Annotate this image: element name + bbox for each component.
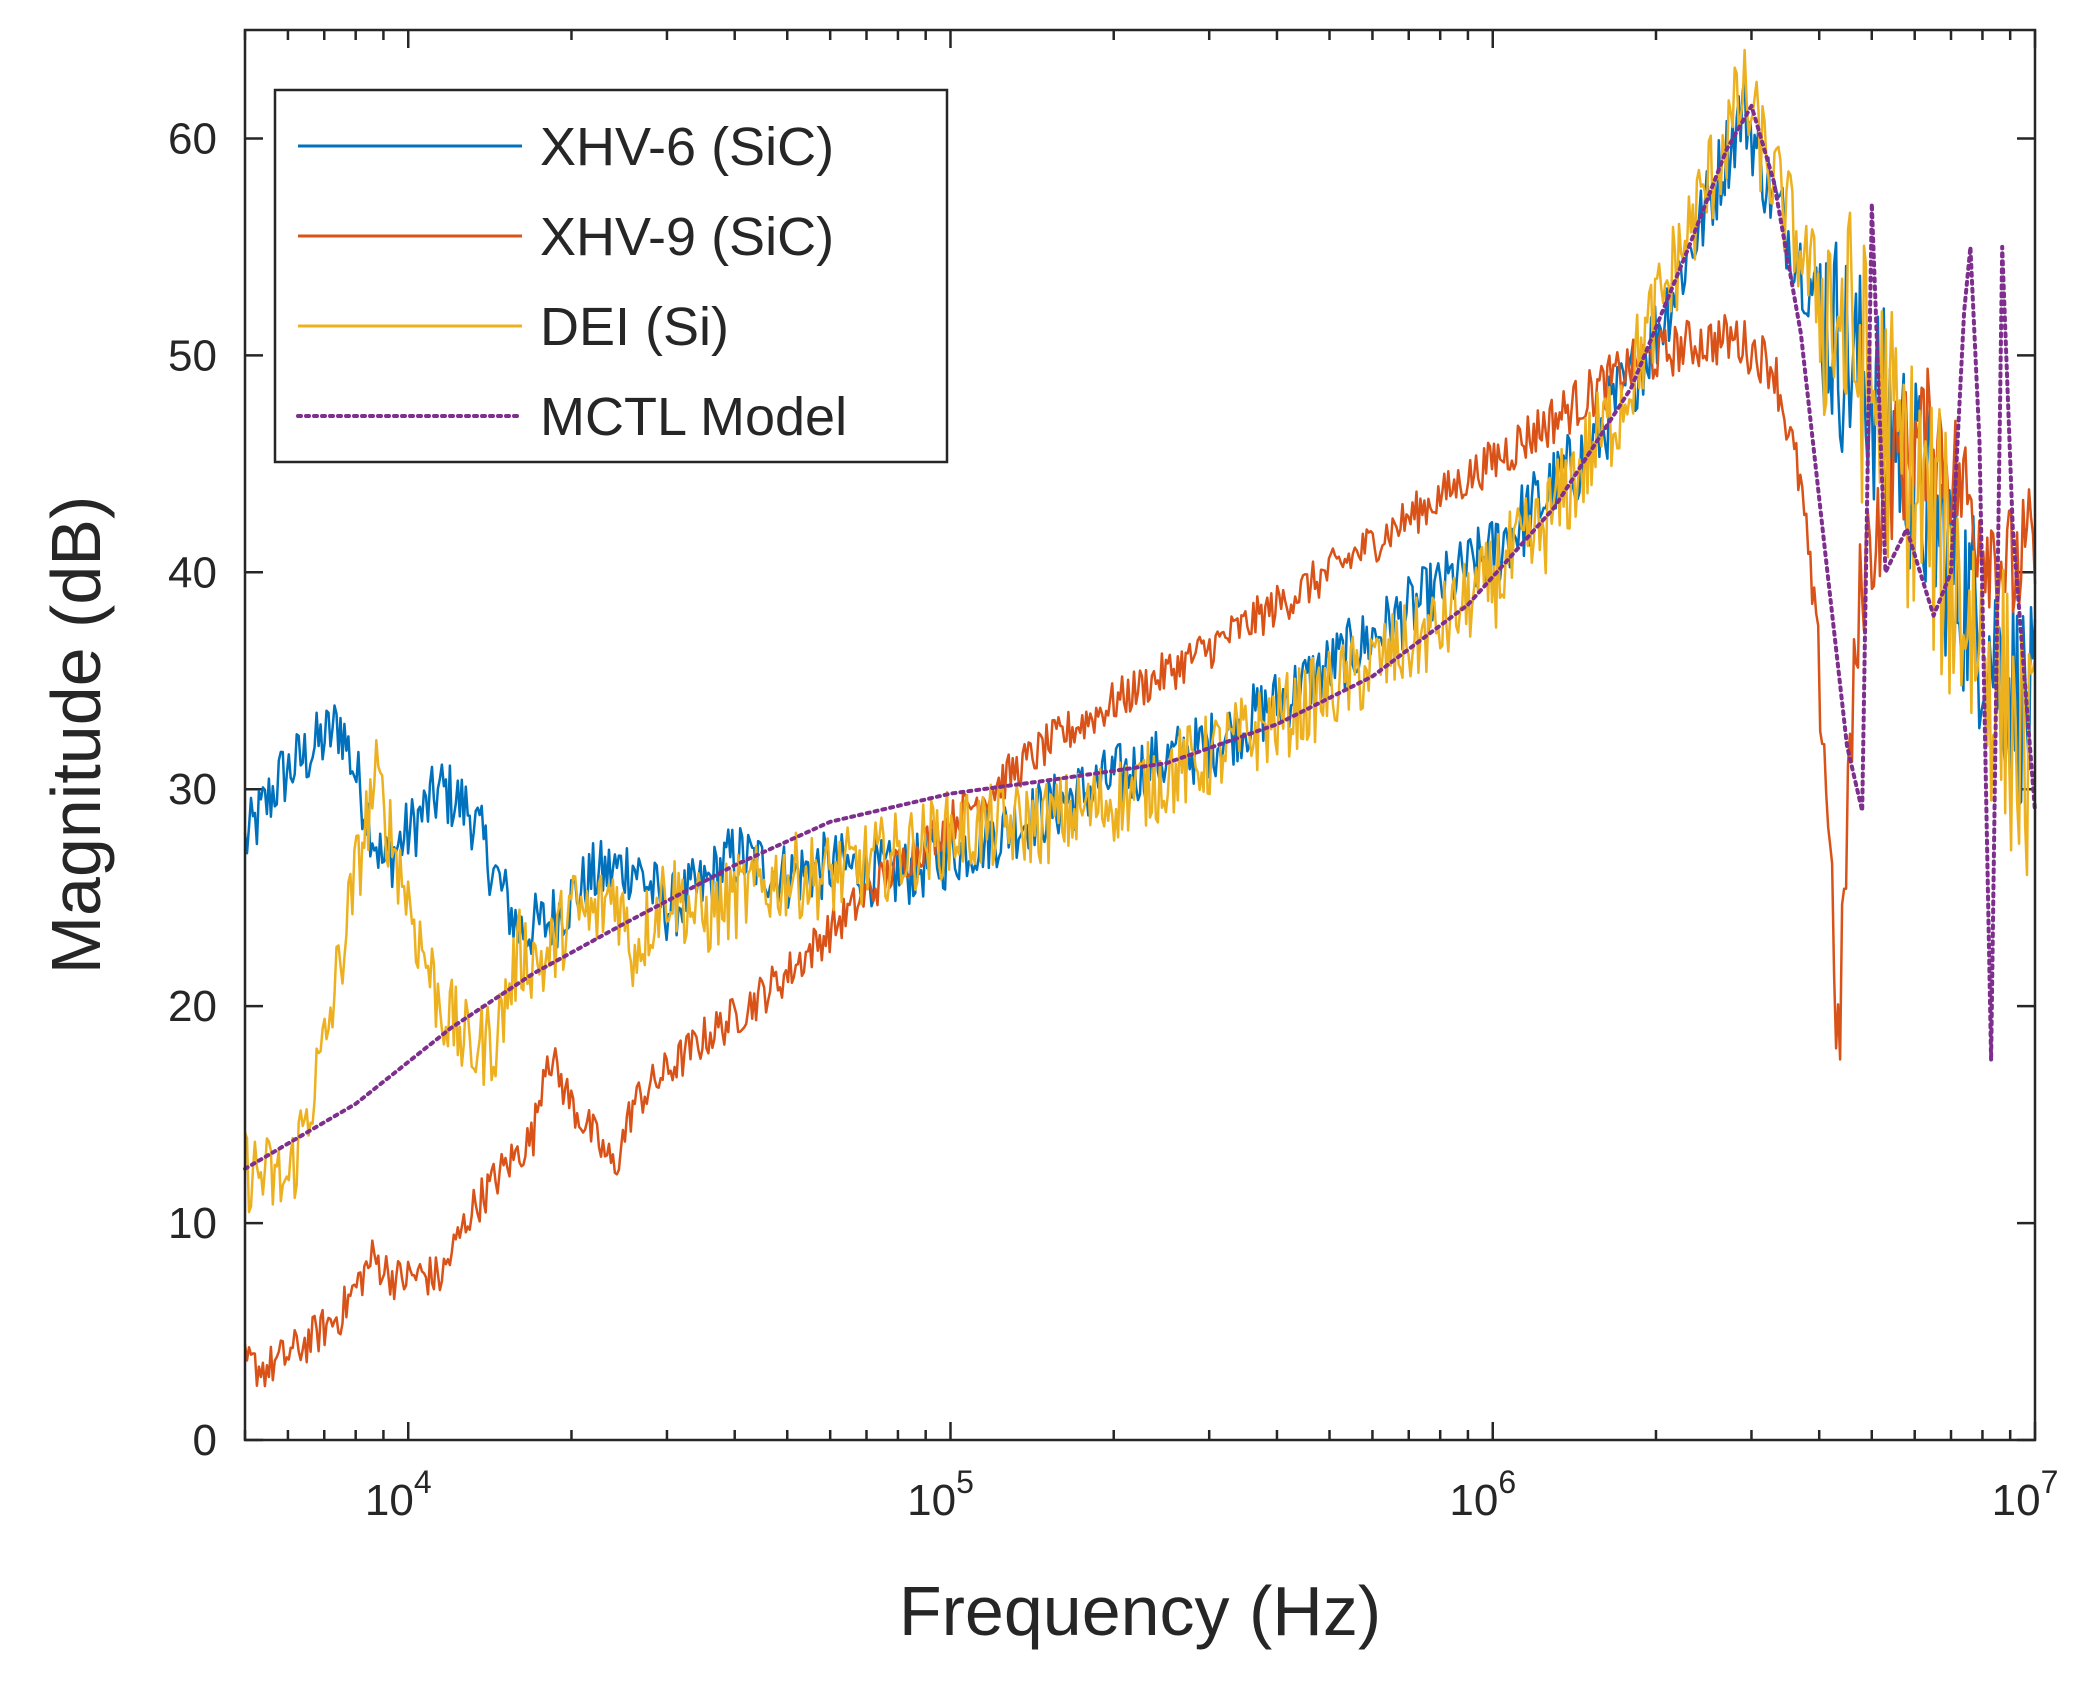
x-tick-label: 107	[1992, 1464, 2059, 1525]
y-tick-label: 0	[193, 1416, 217, 1465]
series-layer	[243, 48, 2037, 1388]
x-axis-title: Frequency (Hz)	[899, 1572, 1381, 1650]
x-tick-exponent: 4	[414, 1464, 432, 1500]
series-line-2	[243, 48, 2037, 1214]
x-tick-label: 106	[1449, 1464, 1516, 1525]
y-tick-label: 20	[168, 982, 217, 1031]
y-tick-label: 30	[168, 765, 217, 814]
series-line-1	[243, 314, 2037, 1388]
x-tick-label: 105	[907, 1464, 974, 1525]
x-tick-label: 104	[365, 1464, 432, 1525]
plot-frame	[243, 28, 2037, 1442]
x-tick-base: 10	[1449, 1476, 1498, 1525]
x-tick-labels: 104 105 106 107	[365, 1464, 2059, 1525]
x-tick-base: 10	[365, 1476, 414, 1525]
x-tick-exponent: 6	[1498, 1464, 1516, 1500]
y-tick-label: 10	[168, 1199, 217, 1248]
legend-label: XHV-9 (SiC)	[540, 207, 834, 267]
y-tick-label: 40	[168, 548, 217, 597]
legend: XHV-6 (SiC) XHV-9 (SiC) DEI (Si) MCTL Model	[273, 88, 949, 464]
legend-label: MCTL Model	[540, 387, 847, 447]
y-tick-labels: 0 10 20 30 40 50 60	[168, 114, 217, 1465]
series-line-0	[243, 75, 2037, 956]
series-line-3	[243, 103, 2037, 1171]
legend-items: XHV-6 (SiC) XHV-9 (SiC) DEI (Si) MCTL Model	[296, 117, 847, 447]
x-tick-base: 10	[907, 1476, 956, 1525]
legend-label: XHV-6 (SiC)	[540, 117, 834, 177]
legend-label: DEI (Si)	[540, 297, 729, 357]
x-tick-base: 10	[1992, 1476, 2041, 1525]
y-tick-label: 60	[168, 114, 217, 163]
axis-ticks	[243, 30, 2037, 1442]
y-tick-label: 50	[168, 331, 217, 380]
y-axis-title: Magnitude (dB)	[37, 496, 115, 975]
x-tick-exponent: 7	[2041, 1464, 2059, 1500]
legend-box	[273, 88, 949, 464]
x-tick-exponent: 5	[956, 1464, 974, 1500]
